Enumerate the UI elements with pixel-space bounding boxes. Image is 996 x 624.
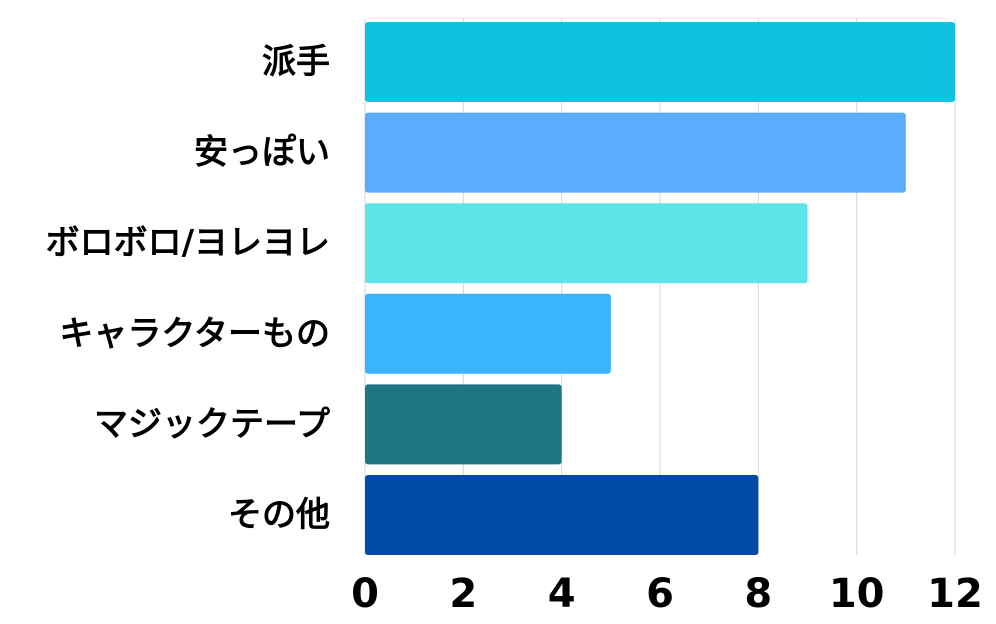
bar-layer (365, 22, 955, 555)
category-label: その他 (228, 495, 330, 535)
x-tick-label: 4 (548, 571, 576, 617)
x-tick-label: 12 (927, 571, 983, 617)
category-label: 派手 (262, 42, 330, 82)
x-tick-label: 10 (829, 571, 885, 617)
bar (365, 293, 611, 374)
bar (365, 112, 906, 193)
category-label: 安っぽい (194, 133, 330, 173)
tick-label-layer: 0 2 4 6 8 10 12 (351, 571, 983, 617)
grid-layer (364, 18, 956, 555)
x-tick-label: 0 (351, 571, 379, 617)
category-label: キャラクターもの (59, 314, 330, 354)
x-tick-label: 6 (646, 571, 674, 617)
x-tick-label: 8 (744, 571, 772, 617)
x-tick-label: 2 (449, 571, 477, 617)
bar (365, 22, 955, 102)
bar (365, 203, 808, 284)
category-label: ボロボロ/ヨレヨレ (46, 223, 330, 263)
bar (365, 384, 562, 465)
category-label: マジックテープ (94, 404, 330, 444)
bar (365, 475, 759, 555)
